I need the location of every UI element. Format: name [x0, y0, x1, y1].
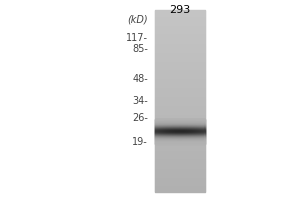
Text: 293: 293 [169, 5, 190, 15]
Text: (kD): (kD) [128, 14, 148, 24]
Text: 117-: 117- [126, 33, 148, 43]
Text: 48-: 48- [132, 74, 148, 84]
Text: 85-: 85- [132, 44, 148, 54]
Text: 26-: 26- [132, 113, 148, 123]
Text: 19-: 19- [132, 137, 148, 147]
Text: 34-: 34- [132, 96, 148, 106]
